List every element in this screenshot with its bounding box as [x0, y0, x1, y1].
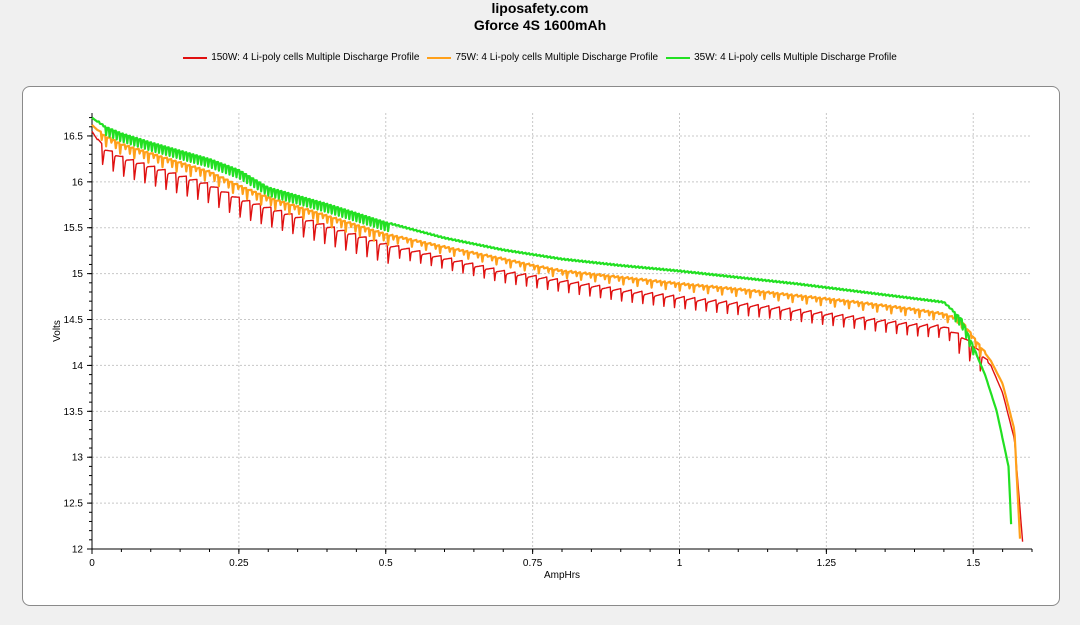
- site-name: liposafety.com: [491, 0, 589, 16]
- y-tick-label: 12: [72, 545, 84, 556]
- legend-label-75w: 75W: 4 Li-poly cells Multiple Discharge …: [455, 52, 659, 63]
- series-line-75w: [91, 124, 1022, 539]
- x-tick-label: 0: [89, 558, 95, 569]
- legend-swatch-35w: [666, 56, 691, 59]
- y-tick-label: 14: [72, 361, 84, 372]
- legend-item-150w: 150W: 4 Li-poly cells Multiple Discharge…: [183, 52, 419, 63]
- chart-header: liposafety.com Gforce 4S 1600mAh: [0, 0, 1080, 34]
- y-tick-label: 12.5: [64, 499, 84, 510]
- legend-swatch-150w: [183, 56, 208, 59]
- x-axis-title: AmpHrs: [544, 570, 580, 581]
- legend: 150W: 4 Li-poly cells Multiple Discharge…: [0, 52, 1080, 63]
- x-tick-label: 1.5: [966, 558, 980, 569]
- legend-label-35w: 35W: 4 Li-poly cells Multiple Discharge …: [694, 52, 897, 63]
- chart-panel: 0 0.25 0.5 0.75 1 1.25 1.5 12 12.5 13 13.5 14 14.5 15…: [22, 86, 1060, 606]
- y-tick-label: 16: [72, 177, 84, 188]
- axes: 0 0.25 0.5 0.75 1 1.25 1.5 12 12.5 13 13.5 14 14.5 15…: [64, 113, 1033, 569]
- y-axis-title: Volts: [52, 320, 63, 342]
- discharge-chart: 0 0.25 0.5 0.75 1 1.25 1.5 12 12.5 13 13.5 14 14.5 15…: [52, 113, 1033, 581]
- chart-title: Gforce 4S 1600mAh: [473, 17, 607, 33]
- legend-swatch-75w: [427, 56, 452, 59]
- legend-item-35w: 35W: 4 Li-poly cells Multiple Discharge …: [666, 52, 897, 63]
- series-line-150w: [91, 131, 1024, 542]
- series-lines: [91, 116, 1024, 542]
- legend-label-150w: 150W: 4 Li-poly cells Multiple Discharge…: [211, 52, 420, 63]
- y-tick-label: 15.5: [64, 223, 84, 234]
- x-tick-label: 1.25: [817, 558, 837, 569]
- x-tick-label: 0.5: [379, 558, 393, 569]
- y-tick-label: 15: [72, 269, 84, 280]
- legend-item-75w: 75W: 4 Li-poly cells Multiple Discharge …: [427, 52, 658, 63]
- x-tick-label: 0.75: [523, 558, 543, 569]
- y-tick-label: 14.5: [64, 315, 84, 326]
- y-tick-label: 13: [72, 453, 84, 464]
- y-tick-label: 16.5: [64, 131, 84, 142]
- x-tick-label: 1: [677, 558, 683, 569]
- x-tick-label: 0.25: [229, 558, 249, 569]
- series-line-35w: [91, 116, 1013, 525]
- grid: [92, 113, 1032, 549]
- y-tick-label: 13.5: [64, 407, 84, 418]
